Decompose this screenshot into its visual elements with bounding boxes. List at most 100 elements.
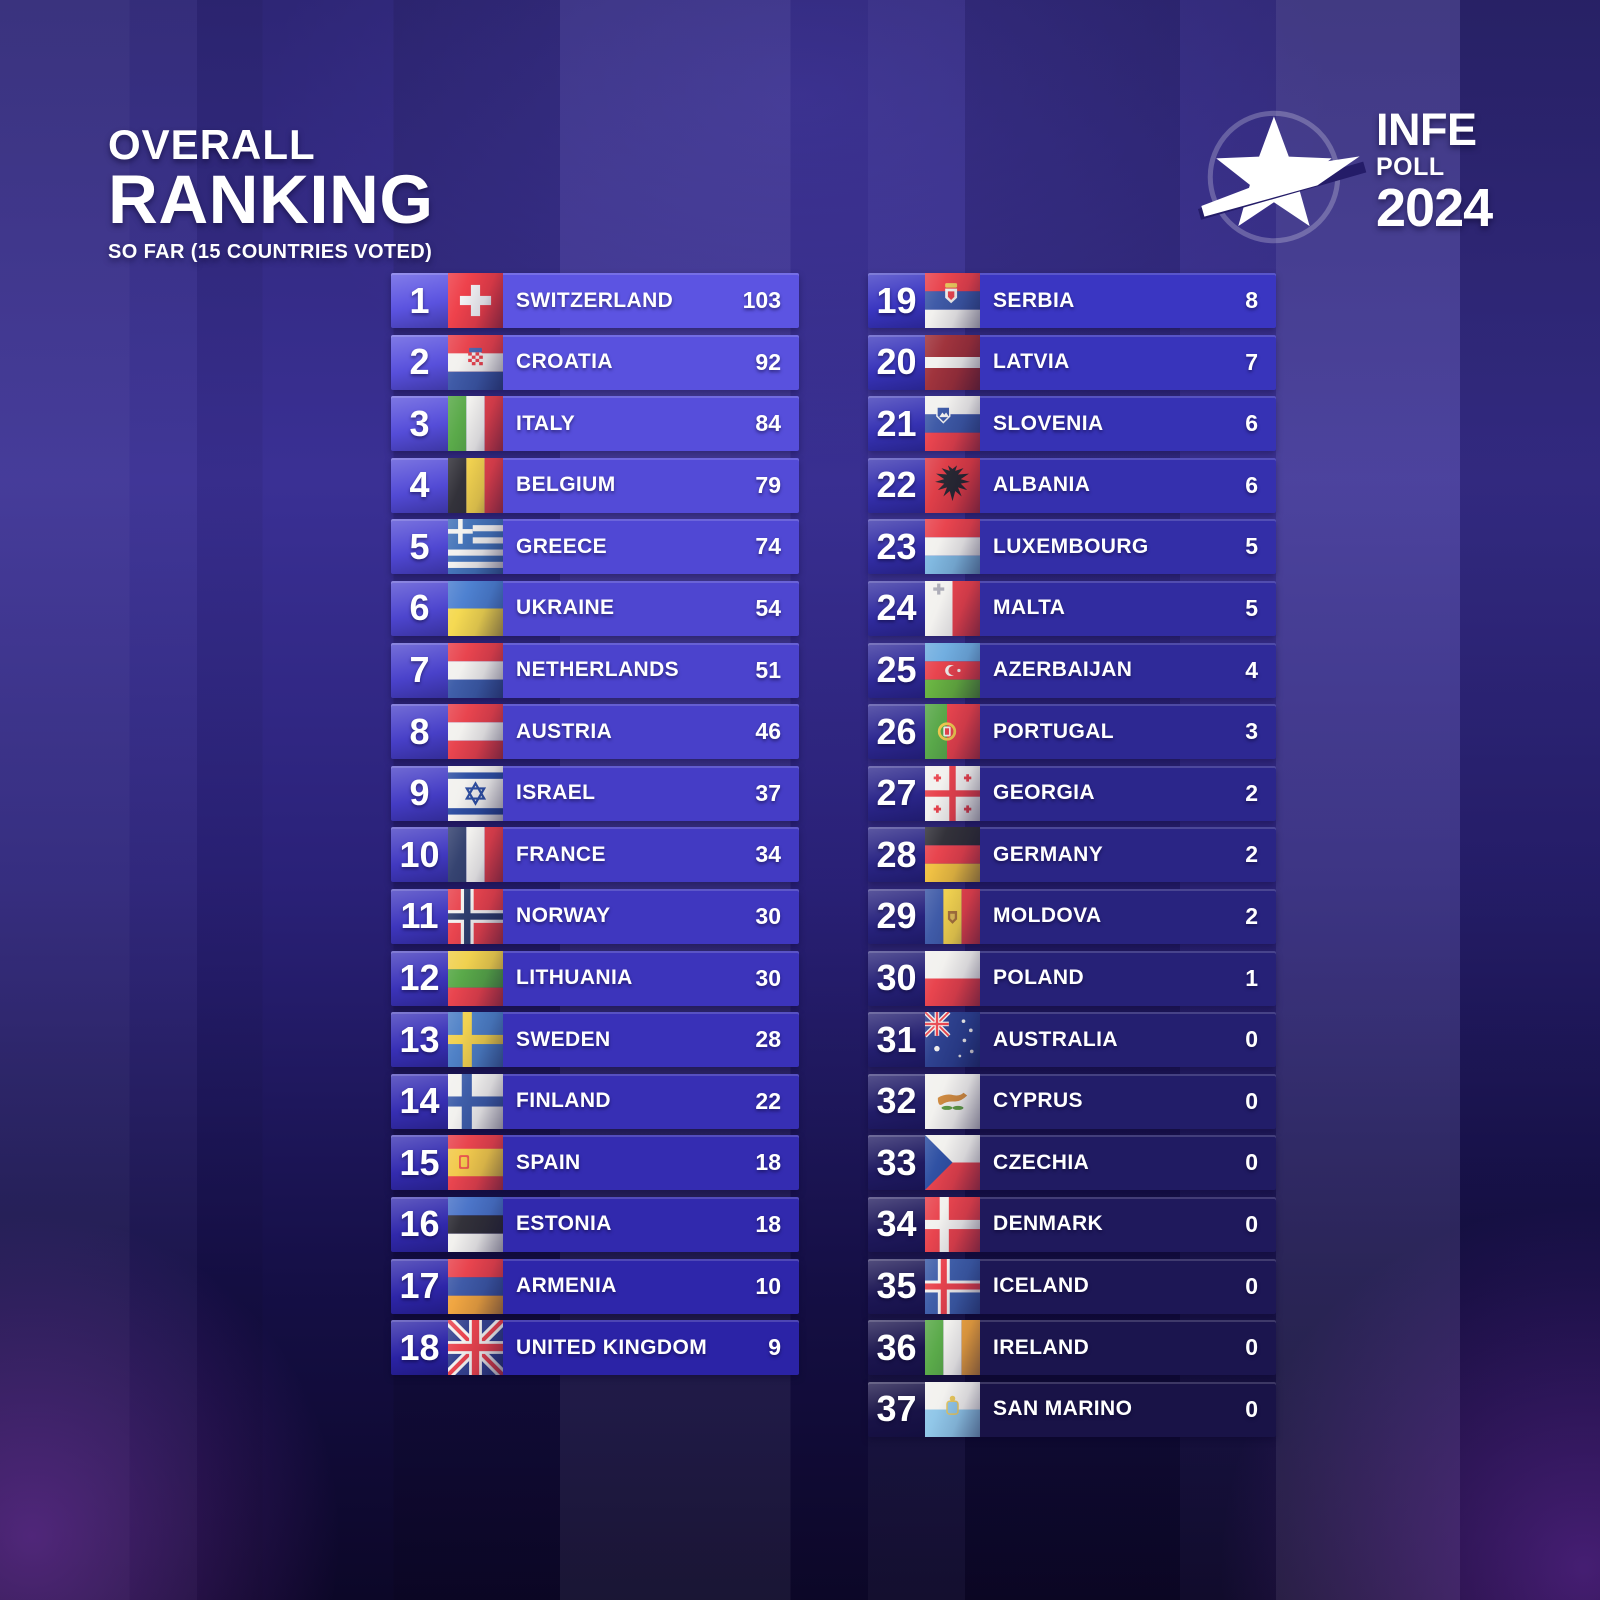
flag-fr-icon bbox=[448, 827, 503, 883]
points-value: 0 bbox=[1245, 1272, 1258, 1299]
country-name: ALBANIA bbox=[993, 473, 1091, 497]
rank-number: 24 bbox=[868, 580, 925, 636]
rank-number: 31 bbox=[868, 1012, 925, 1068]
rank-number: 22 bbox=[868, 457, 925, 513]
title-line2: RANKING bbox=[108, 161, 434, 238]
flag-sm-icon bbox=[925, 1381, 980, 1437]
rank-number: 28 bbox=[868, 827, 925, 883]
rank-number: 25 bbox=[868, 642, 925, 698]
points-value: 0 bbox=[1245, 1395, 1258, 1422]
points-value: 0 bbox=[1245, 1149, 1258, 1176]
flag-it-icon bbox=[448, 396, 503, 452]
flag-de-icon bbox=[925, 827, 980, 883]
flag-no-icon bbox=[448, 888, 503, 944]
ranking-row: 6 UKRAINE 54 bbox=[391, 580, 799, 636]
points-value: 8 bbox=[1245, 287, 1258, 313]
ranking-row: 7 NETHERLANDS 51 bbox=[391, 642, 799, 698]
rank-number: 23 bbox=[868, 519, 925, 575]
ranking-row: 15 SPAIN 18 bbox=[391, 1135, 799, 1191]
ranking-row: 26 PORTUGAL 3 bbox=[868, 704, 1276, 760]
country-name: LATVIA bbox=[993, 350, 1070, 374]
points-value: 6 bbox=[1245, 410, 1258, 437]
flag-es-icon bbox=[448, 1135, 503, 1191]
country-name: ARMENIA bbox=[516, 1274, 617, 1297]
logo-year: 2024 bbox=[1376, 177, 1493, 238]
flag-is-icon bbox=[925, 1258, 980, 1314]
ranking-row: 10 FRANCE 34 bbox=[391, 827, 799, 883]
points-value: 74 bbox=[755, 533, 781, 560]
rank-number: 27 bbox=[868, 765, 925, 821]
country-name: CYPRUS bbox=[993, 1089, 1083, 1113]
points-value: 2 bbox=[1245, 902, 1258, 929]
ranking-column-right: 19 SERBIA 8 20 LATVIA 7 21 SLOVENIA 6 22… bbox=[868, 273, 1276, 1437]
flag-lt-icon bbox=[448, 950, 503, 1006]
points-value: 10 bbox=[755, 1272, 781, 1299]
country-name: AZERBAIJAN bbox=[993, 658, 1133, 682]
points-value: 103 bbox=[742, 287, 781, 313]
points-value: 46 bbox=[755, 718, 781, 745]
rank-number: 33 bbox=[868, 1135, 925, 1191]
country-name: NORWAY bbox=[516, 904, 611, 928]
points-value: 0 bbox=[1245, 1087, 1258, 1114]
rank-number: 1 bbox=[391, 273, 448, 328]
flag-be-icon bbox=[448, 457, 503, 513]
rank-number: 16 bbox=[391, 1196, 448, 1252]
country-name: GERMANY bbox=[993, 842, 1104, 866]
country-name: MALTA bbox=[993, 596, 1066, 620]
country-name: SLOVENIA bbox=[993, 411, 1104, 435]
flag-lu-icon bbox=[925, 519, 980, 575]
points-value: 22 bbox=[755, 1087, 781, 1114]
flag-ie-icon bbox=[925, 1320, 980, 1376]
rank-number: 4 bbox=[391, 457, 448, 513]
flag-pl-icon bbox=[925, 950, 980, 1006]
rank-number: 2 bbox=[391, 334, 448, 390]
flag-gr-icon bbox=[448, 519, 503, 575]
ranking-row: 22 ALBANIA 6 bbox=[868, 457, 1276, 513]
points-value: 30 bbox=[755, 902, 781, 929]
rank-number: 13 bbox=[391, 1012, 448, 1068]
points-value: 28 bbox=[755, 1026, 781, 1053]
rank-number: 20 bbox=[868, 334, 925, 390]
rank-number: 19 bbox=[868, 273, 925, 328]
rank-number: 35 bbox=[868, 1258, 925, 1314]
ranking-row: 21 SLOVENIA 6 bbox=[868, 396, 1276, 452]
ranking-row: 18 UNITED KINGDOM 9 bbox=[391, 1320, 799, 1376]
ranking-row: 23 LUXEMBOURG 5 bbox=[868, 519, 1276, 575]
rank-number: 7 bbox=[391, 642, 448, 698]
flag-mt-icon bbox=[925, 580, 980, 636]
ranking-row: 4 BELGIUM 79 bbox=[391, 457, 799, 513]
points-value: 5 bbox=[1245, 533, 1258, 560]
ranking-row: 24 MALTA 5 bbox=[868, 580, 1276, 636]
points-value: 6 bbox=[1245, 471, 1258, 498]
ranking-row: 5 GREECE 74 bbox=[391, 519, 799, 575]
rank-number: 14 bbox=[391, 1073, 448, 1129]
country-name: DENMARK bbox=[993, 1212, 1104, 1236]
rank-number: 26 bbox=[868, 704, 925, 760]
country-name: ISRAEL bbox=[516, 781, 596, 805]
rank-number: 17 bbox=[391, 1258, 448, 1314]
rank-number: 36 bbox=[868, 1320, 925, 1376]
ranking-row: 34 DENMARK 0 bbox=[868, 1196, 1276, 1252]
rank-number: 18 bbox=[391, 1320, 448, 1376]
points-value: 92 bbox=[755, 348, 781, 375]
ranking-row: 16 ESTONIA 18 bbox=[391, 1196, 799, 1252]
flag-il-icon bbox=[448, 765, 503, 821]
flag-at-icon bbox=[448, 704, 503, 760]
ranking-row: 13 SWEDEN 28 bbox=[391, 1012, 799, 1068]
ranking-row: 19 SERBIA 8 bbox=[868, 273, 1276, 328]
flag-al-icon bbox=[925, 457, 980, 513]
country-name: AUSTRIA bbox=[516, 719, 613, 743]
rank-number: 6 bbox=[391, 580, 448, 636]
ranking-row: 31 AUSTRALIA 0 bbox=[868, 1012, 1276, 1068]
rank-number: 11 bbox=[391, 888, 448, 944]
flag-si-icon bbox=[925, 396, 980, 452]
ranking-row: 17 ARMENIA 10 bbox=[391, 1258, 799, 1314]
rank-number: 34 bbox=[868, 1196, 925, 1252]
country-name: POLAND bbox=[993, 966, 1085, 990]
infe-poll-logo: INFE POLL 2024 bbox=[1188, 98, 1493, 250]
flag-nl-icon bbox=[448, 642, 503, 698]
flag-am-icon bbox=[448, 1258, 503, 1314]
points-value: 3 bbox=[1245, 718, 1258, 745]
logo-text: INFE POLL 2024 bbox=[1376, 107, 1493, 238]
rank-number: 3 bbox=[391, 396, 448, 452]
